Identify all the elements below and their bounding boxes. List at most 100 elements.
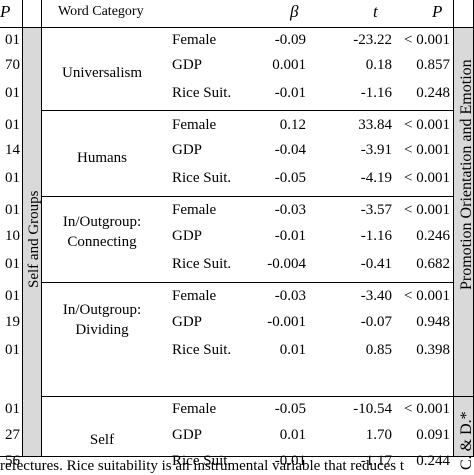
word-category-cell: Universalism	[41, 63, 163, 83]
beta-cell: -0.05	[274, 170, 306, 186]
right-gray-column	[453, 28, 474, 456]
word-category-cell: Self	[41, 430, 163, 450]
left-partial-cell: 01	[5, 202, 20, 218]
word-category-cell: In/Outgroup: Connecting	[41, 212, 163, 252]
header-p: P	[432, 2, 443, 21]
right-divider	[453, 396, 474, 397]
left-partial-cell: 70	[5, 57, 20, 73]
p-cell: 0.857	[416, 57, 450, 73]
header-word-category: Word Category	[58, 4, 144, 19]
footnote: refectures. Rice suitability is an instr…	[0, 458, 405, 474]
left-gray-column	[22, 28, 41, 456]
left-partial-cell: 01	[5, 401, 20, 417]
beta-cell: 0.01	[279, 427, 306, 443]
left-partial-cell: 56	[5, 453, 20, 469]
t-cell: -3.57	[360, 202, 392, 218]
variable-cell: GDP	[172, 427, 203, 443]
t-cell: 33.84	[358, 117, 392, 133]
group-rule-1	[41, 110, 453, 111]
footer-rule	[0, 456, 474, 457]
beta-cell: -0.004	[267, 256, 306, 272]
vline-left-b	[41, 0, 42, 456]
p-cell: < 0.001	[404, 170, 450, 186]
left-partial-cell: 10	[5, 228, 20, 244]
word-category-line: Self	[89, 432, 115, 448]
beta-cell: -0.01	[274, 228, 306, 244]
group-rule-4	[41, 396, 453, 397]
variable-cell: Rice Suit.	[172, 85, 232, 101]
word-category-cell: Humans	[41, 148, 163, 168]
left-partial-cell: 19	[5, 314, 20, 330]
header-beta: β	[290, 2, 299, 21]
t-cell: -3.40	[360, 288, 392, 304]
word-category-line: Universalism	[62, 65, 142, 81]
variable-cell: Rice Suit.	[172, 256, 232, 272]
p-cell: < 0.001	[404, 142, 450, 158]
word-category-line: In/Outgroup:	[62, 302, 142, 318]
left-partial-cell: 01	[5, 288, 20, 304]
vline-right	[453, 0, 454, 456]
beta-cell: 0.001	[272, 57, 306, 73]
p-cell: 0.244	[416, 453, 450, 469]
t-cell: -3.91	[360, 142, 392, 158]
word-category-line: Connecting	[67, 234, 137, 250]
p-cell: 0.682	[416, 256, 450, 272]
beta-cell: -0.03	[274, 202, 306, 218]
t-cell: -1.16	[360, 85, 392, 101]
p-cell: 0.398	[416, 342, 450, 358]
p-cell: 0.248	[416, 85, 450, 101]
vline-left-a	[22, 0, 23, 456]
header-rule	[0, 27, 474, 28]
beta-cell: -0.01	[274, 453, 306, 469]
left-partial-cell: 01	[5, 85, 20, 101]
p-cell: < 0.001	[404, 32, 450, 48]
header-left-p: P	[0, 2, 11, 21]
beta-cell: -0.03	[274, 288, 306, 304]
variable-cell: Female	[172, 117, 217, 133]
variable-cell: Rice Suit.	[172, 170, 232, 186]
left-partial-cell: 01	[5, 256, 20, 272]
word-category-line: Dividing	[75, 322, 129, 338]
beta-cell: -0.05	[274, 401, 306, 417]
p-cell: 0.246	[416, 228, 450, 244]
variable-cell: GDP	[172, 314, 203, 330]
variable-cell: GDP	[172, 228, 203, 244]
t-cell: -0.41	[360, 256, 392, 272]
beta-cell: 0.12	[279, 117, 306, 133]
beta-cell: -0.01	[274, 85, 306, 101]
t-cell: -1.17	[360, 453, 392, 469]
word-category-line: In/Outgroup:	[62, 214, 142, 230]
p-cell: 0.091	[416, 427, 450, 443]
t-cell: 0.85	[365, 342, 392, 358]
group-rule-3	[41, 282, 453, 283]
t-cell: -23.22	[353, 32, 392, 48]
left-partial-cell: 01	[5, 342, 20, 358]
t-cell: -10.54	[353, 401, 392, 417]
left-partial-cell: 01	[5, 117, 20, 133]
left-partial-cell: 14	[5, 142, 20, 158]
variable-cell: Rice Suit.	[172, 453, 232, 469]
variable-cell: Female	[172, 401, 217, 417]
cd-label: C. & D.*	[458, 411, 474, 470]
promotion-label: Promotion Orientation and Emotion	[458, 59, 474, 290]
variable-cell: Rice Suit.	[172, 342, 232, 358]
word-category-cell: In/Outgroup: Dividing	[41, 300, 163, 340]
group-rule-2	[41, 196, 453, 197]
header-t: t	[373, 2, 378, 21]
p-cell: 0.948	[416, 314, 450, 330]
left-partial-cell: 01	[5, 32, 20, 48]
p-cell: < 0.001	[404, 288, 450, 304]
p-cell: < 0.001	[404, 117, 450, 133]
word-category-line: Humans	[77, 150, 127, 166]
beta-cell: -0.001	[267, 314, 306, 330]
p-cell: < 0.001	[404, 401, 450, 417]
beta-cell: -0.09	[274, 32, 306, 48]
variable-cell: GDP	[172, 142, 203, 158]
p-cell: < 0.001	[404, 202, 450, 218]
t-cell: -0.07	[360, 314, 392, 330]
variable-cell: GDP	[172, 57, 203, 73]
variable-cell: Female	[172, 202, 217, 218]
t-cell: 0.18	[365, 57, 392, 73]
beta-cell: 0.01	[279, 342, 306, 358]
t-cell: -1.16	[360, 228, 392, 244]
